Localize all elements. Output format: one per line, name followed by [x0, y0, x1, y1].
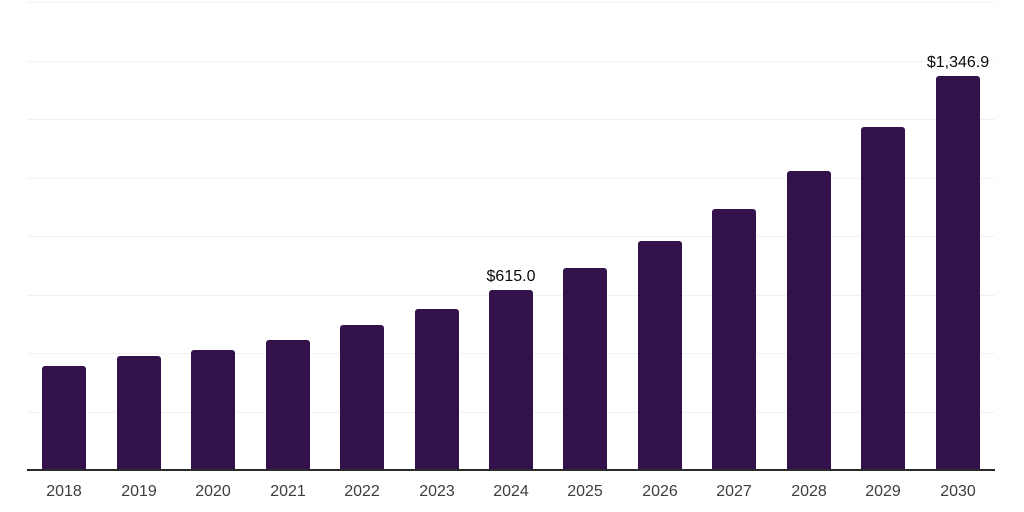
bar-2027 [712, 209, 756, 470]
bar-2023 [415, 309, 459, 470]
bar-2022 [340, 325, 384, 470]
x-tick-2030: 2030 [940, 483, 976, 500]
bar-2028 [787, 171, 831, 470]
bar-2021 [266, 340, 310, 470]
bar-2020 [191, 350, 235, 470]
bar-2025 [563, 268, 607, 470]
x-tick-2027: 2027 [716, 483, 752, 500]
x-tick-2028: 2028 [791, 483, 827, 500]
bar-2018 [42, 366, 86, 470]
x-tick-2024: 2024 [493, 483, 529, 500]
value-label-2030: $1,346.9 [926, 54, 990, 71]
x-tick-2020: 2020 [195, 483, 231, 500]
bar-2029 [861, 127, 905, 470]
x-tick-2025: 2025 [567, 483, 603, 500]
bar-2030 [936, 76, 980, 470]
x-tick-2018: 2018 [46, 483, 82, 500]
gridline-1000 [27, 178, 995, 179]
gridline-1600 [27, 2, 995, 3]
gridline-800 [27, 236, 995, 237]
gridline-1200 [27, 119, 995, 120]
x-axis-line [27, 469, 995, 471]
bar-2026 [638, 241, 682, 470]
x-tick-2022: 2022 [344, 483, 380, 500]
x-tick-2019: 2019 [121, 483, 157, 500]
x-tick-2021: 2021 [270, 483, 306, 500]
x-tick-2023: 2023 [419, 483, 455, 500]
value-label-2024: $615.0 [486, 268, 536, 285]
bar-2019 [117, 356, 161, 470]
gridline-1400 [27, 61, 995, 62]
x-tick-2029: 2029 [865, 483, 901, 500]
x-tick-2026: 2026 [642, 483, 678, 500]
bar-2024 [489, 290, 533, 470]
